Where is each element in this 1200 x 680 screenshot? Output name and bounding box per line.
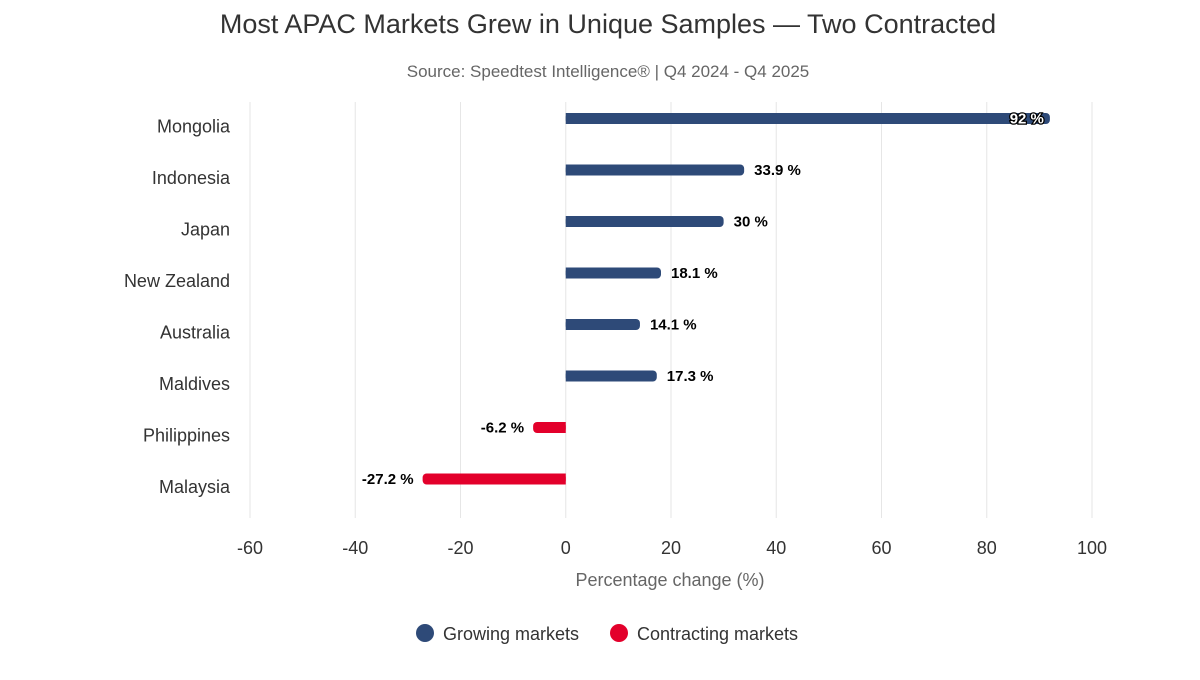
x-tick-label: -20 [447, 538, 473, 558]
data-labels: 92 % 33.9 % 30 % 18.1 % 14.1 % 17.3 % -6.2 % -2… [362, 109, 1045, 488]
legend: Growing markets Contracting markets [416, 624, 798, 644]
data-label: -6.2 % [481, 420, 524, 437]
bars [422, 113, 1050, 485]
bar-maldives [565, 370, 657, 382]
data-label: 18.1 % [671, 265, 718, 282]
x-tick-label: 0 [561, 538, 571, 558]
bar-philippines [533, 422, 566, 433]
legend-marker-growing[interactable] [416, 624, 434, 642]
bar-base [565, 113, 571, 124]
chart-subtitle: Source: Speedtest Intelligence® | Q4 202… [407, 62, 810, 81]
category-labels: Mongolia Indonesia Japan New Zealand Austral… [124, 117, 231, 498]
bar-japan [565, 216, 724, 227]
legend-marker-contracting[interactable] [610, 624, 628, 642]
gridlines [249, 102, 1093, 518]
x-tick-label: 40 [766, 538, 786, 558]
bar-new-zealand [565, 267, 662, 279]
bar-base [560, 422, 566, 433]
bar-indonesia [565, 164, 745, 176]
bar-base [560, 473, 566, 485]
category-label: Japan [181, 220, 230, 240]
category-label: New Zealand [124, 271, 230, 291]
x-tick-label: 100 [1077, 538, 1107, 558]
bar-base [565, 319, 571, 330]
data-label: 33.9 % [754, 162, 801, 179]
x-tick-label: 20 [661, 538, 681, 558]
chart-title: Most APAC Markets Grew in Unique Samples… [220, 9, 996, 39]
category-label: Maldives [159, 374, 230, 394]
x-tick-labels: -60 -40 -20 0 20 40 60 80 100 [237, 538, 1107, 558]
legend-label-contracting[interactable]: Contracting markets [637, 624, 798, 644]
data-label: 14.1 % [650, 317, 697, 334]
bar-base [565, 216, 571, 227]
data-label: 17.3 % [667, 368, 714, 385]
category-label: Indonesia [152, 168, 231, 188]
x-tick-label: -40 [342, 538, 368, 558]
category-label: Mongolia [157, 117, 231, 137]
category-label: Australia [160, 323, 231, 343]
bar-base [565, 267, 571, 279]
data-label: -27.2 % [362, 471, 414, 488]
bar-base [565, 164, 571, 176]
bar-mongolia [565, 113, 1050, 124]
x-tick-label: -60 [237, 538, 263, 558]
bar-base [565, 370, 571, 382]
x-axis-title: Percentage change (%) [575, 570, 764, 590]
bar-australia [565, 319, 640, 330]
data-label: 30 % [734, 214, 768, 231]
category-label: Malaysia [159, 477, 231, 497]
bar-malaysia [422, 473, 566, 485]
data-label: 92 % [1010, 111, 1044, 128]
legend-label-growing[interactable]: Growing markets [443, 624, 579, 644]
x-tick-label: 60 [871, 538, 891, 558]
x-tick-label: 80 [977, 538, 997, 558]
category-label: Philippines [143, 426, 230, 446]
